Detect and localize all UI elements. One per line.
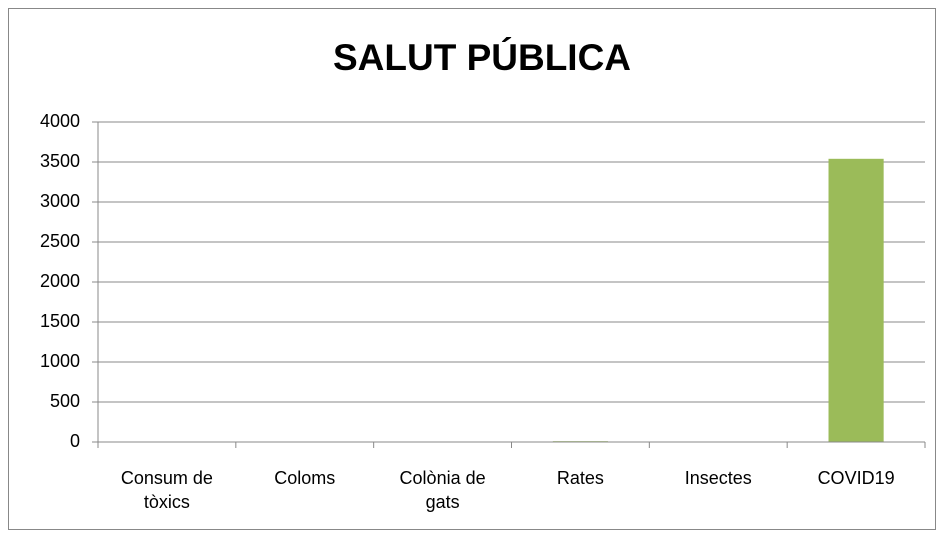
x-tick-label: Rates (556, 468, 604, 488)
y-tick-label: 3500 (40, 151, 80, 171)
x-tick-label: Insectes (684, 468, 752, 488)
x-tick-label: COVID19 (817, 468, 895, 488)
y-tick-label: 2000 (40, 271, 80, 291)
y-tick-label: 0 (70, 431, 80, 451)
x-tick-label: Consum de tòxics (120, 468, 213, 512)
y-tick-label: 1000 (40, 351, 80, 371)
y-tick-label: 3000 (40, 191, 80, 211)
y-tick-label: 4000 (40, 111, 80, 131)
x-tick-label: Colònia de gats (399, 468, 486, 512)
x-tick-label: Coloms (274, 468, 336, 488)
bar (828, 158, 884, 443)
chart-border (8, 8, 936, 530)
chart-title: SALUT PÚBLICA (333, 36, 631, 78)
y-tick-label: 2500 (40, 231, 80, 251)
y-tick-label: 500 (50, 391, 80, 411)
y-tick-label: 1500 (40, 311, 80, 331)
